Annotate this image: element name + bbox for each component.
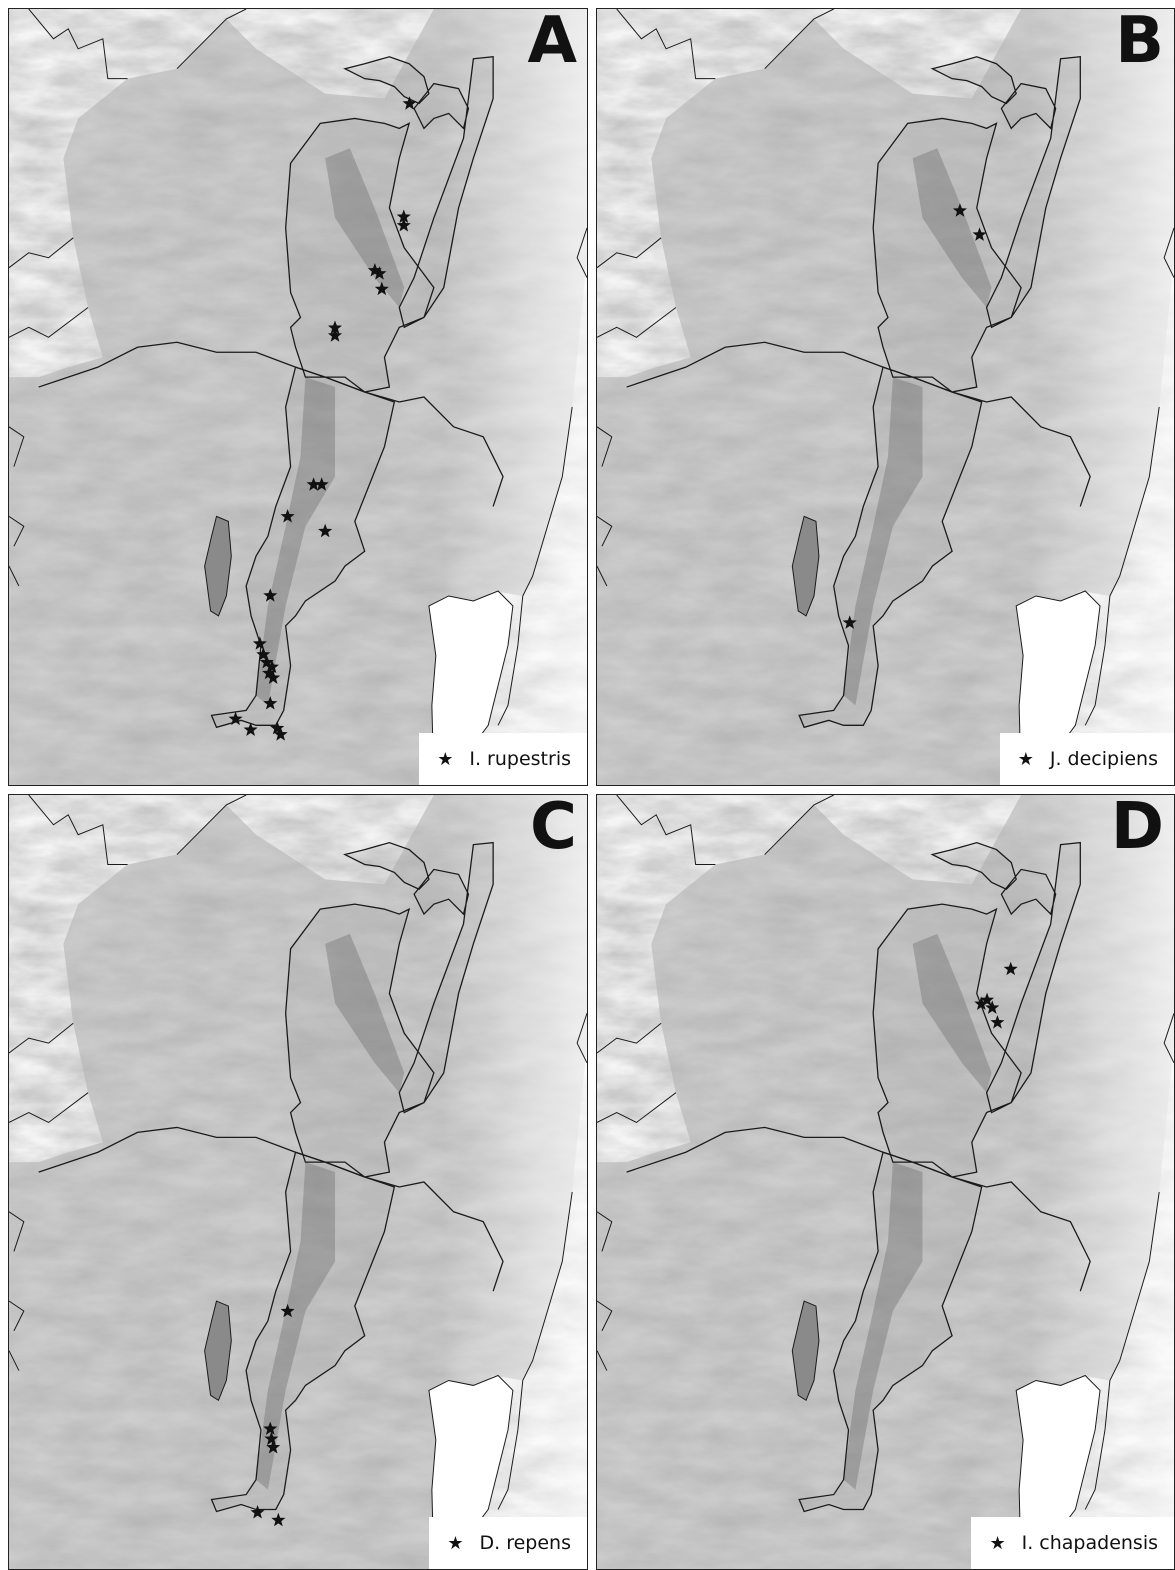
star-icon: ★ <box>437 748 454 770</box>
occurrence-star <box>264 1431 279 1445</box>
map-panel-a: A ★ I. rupestris <box>8 8 588 786</box>
occurrence-star <box>314 477 329 491</box>
study-area-polygon <box>798 841 1081 1513</box>
map-canvas <box>9 795 587 1569</box>
occurrence-star <box>374 281 389 296</box>
occurrence-star <box>974 996 989 1011</box>
island-west <box>204 1300 232 1402</box>
study-area-polygon <box>798 56 1081 729</box>
occurrence-star <box>250 1505 265 1519</box>
map-panel-d: D ★ I. chapadensis <box>596 794 1175 1570</box>
occurrence-star <box>952 203 967 217</box>
occurrence-star <box>266 670 281 684</box>
map-panel-c: C ★ D. repens <box>8 794 588 1570</box>
occurrence-star <box>263 588 278 602</box>
occurrence-star <box>980 992 995 1007</box>
state-border-west <box>597 1211 613 1371</box>
map-legend: ★ J. decipiens <box>999 733 1174 785</box>
occurrence-star <box>367 263 382 277</box>
star-icon: ★ <box>989 1532 1006 1554</box>
occurrence-star <box>263 696 278 710</box>
occurrence-star <box>273 727 288 741</box>
legend-species-label: D. repens <box>479 1532 571 1554</box>
ridge-shading <box>843 148 992 706</box>
occurrence-star <box>972 227 987 241</box>
state-border-north <box>597 795 834 1124</box>
map-canvas <box>597 9 1174 785</box>
occurrence-star <box>266 1440 281 1454</box>
state-border-west <box>597 426 613 587</box>
ridge-shading <box>843 933 992 1490</box>
occurrence-points <box>974 961 1018 1029</box>
map-panel-b: B ★ J. decipiens <box>596 8 1175 786</box>
map-canvas <box>9 9 587 785</box>
occurrence-star <box>985 1000 1000 1014</box>
state-border-west <box>9 1211 25 1371</box>
state-border-east <box>497 1013 587 1510</box>
occurrence-star <box>228 711 243 726</box>
state-border-north <box>9 9 247 338</box>
panel-letter: D <box>1110 794 1164 864</box>
state-border-west <box>9 426 25 587</box>
state-border-east <box>497 227 587 726</box>
star-icon: ★ <box>447 1532 464 1554</box>
occurrence-star <box>1003 961 1018 976</box>
occurrence-star <box>327 328 343 342</box>
occurrence-star <box>372 266 387 280</box>
legend-species-label: I. rupestris <box>469 748 571 770</box>
map-legend: ★ I. chapadensis <box>971 1517 1174 1569</box>
legend-species-label: J. decipiens <box>1049 748 1158 770</box>
occurrence-star <box>270 720 285 735</box>
occurrence-star <box>306 477 321 491</box>
map-legend: ★ D. repens <box>429 1517 587 1569</box>
panel-letter: A <box>527 8 577 78</box>
island-west <box>204 515 232 617</box>
occurrence-star <box>318 523 333 538</box>
island-west <box>791 515 820 617</box>
occurrence-points <box>228 96 417 741</box>
occurrence-star <box>263 1421 278 1435</box>
state-border-east <box>1084 227 1174 726</box>
occurrence-star <box>252 636 267 650</box>
occurrence-star <box>280 509 295 523</box>
panel-letter: B <box>1115 8 1164 78</box>
occurrence-points <box>250 1303 295 1527</box>
study-area-polygon <box>210 56 494 729</box>
occurrence-points <box>842 203 987 629</box>
star-icon: ★ <box>1017 748 1034 770</box>
state-border-north <box>9 795 247 1124</box>
occurrence-star <box>396 218 411 232</box>
map-canvas <box>597 795 1174 1569</box>
occurrence-star <box>842 615 857 629</box>
panel-letter: C <box>530 794 577 864</box>
study-area-polygon <box>210 841 494 1513</box>
occurrence-star <box>280 1303 295 1318</box>
occurrence-star <box>271 1512 286 1527</box>
occurrence-star <box>264 659 280 674</box>
occurrence-star <box>262 665 277 680</box>
occurrence-star <box>259 654 274 669</box>
occurrence-star <box>396 209 411 224</box>
legend-species-label: I. chapadensis <box>1021 1532 1158 1554</box>
ridge-shading <box>256 933 405 1490</box>
map-legend: ★ I. rupestris <box>419 733 587 785</box>
occurrence-star <box>256 647 271 661</box>
state-border-east <box>1084 1013 1174 1510</box>
ridge-shading <box>256 148 405 706</box>
occurrence-star <box>327 320 343 334</box>
occurrence-star <box>402 96 417 110</box>
occurrence-star <box>990 1015 1005 1029</box>
island-west <box>791 1300 820 1402</box>
occurrence-star <box>243 722 258 736</box>
state-border-north <box>597 9 834 338</box>
